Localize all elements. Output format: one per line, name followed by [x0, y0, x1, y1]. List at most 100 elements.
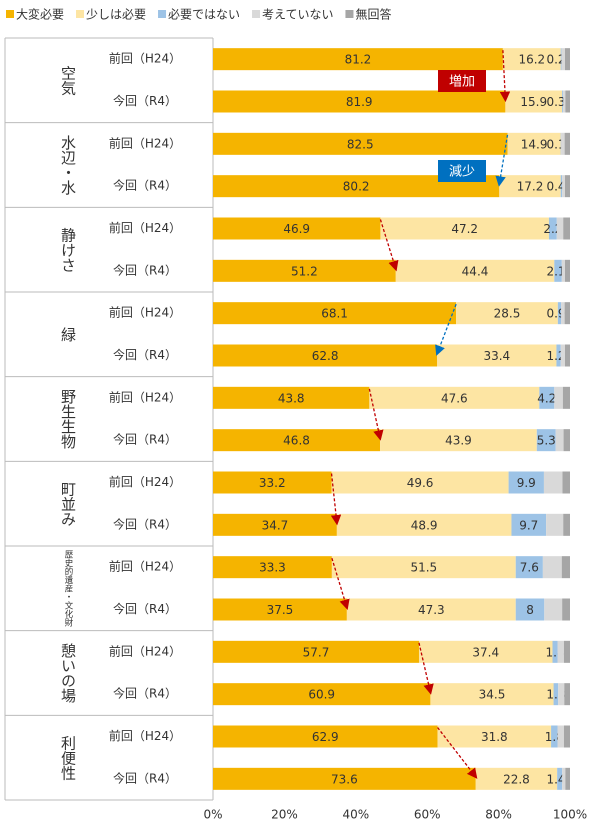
legend-swatch	[252, 10, 261, 18]
x-tick-label: 20%	[271, 808, 298, 822]
bar-segment	[213, 90, 506, 113]
bar-segment	[561, 132, 565, 155]
legend-swatch	[158, 10, 167, 18]
bar-segment	[508, 471, 544, 494]
data-label: 73.6	[331, 772, 358, 786]
bar-segment	[456, 302, 558, 325]
data-label: 57.7	[303, 645, 330, 659]
y-tick-label: 前回（H24）	[109, 643, 181, 658]
group-label: 憩いの場	[59, 643, 77, 703]
legend-swatch	[6, 10, 14, 18]
data-label: 44.4	[462, 264, 489, 278]
data-label: 33.2	[259, 476, 286, 490]
data-label: 62.9	[312, 730, 339, 744]
data-label: 48.9	[411, 518, 438, 532]
bar-segment	[562, 767, 566, 790]
data-label: 37.4	[472, 645, 499, 659]
data-label: 9.7	[519, 518, 538, 532]
bar-segment	[561, 556, 570, 579]
bar-segment	[331, 556, 516, 579]
bar-segment	[213, 132, 508, 155]
data-label: 81.9	[346, 95, 373, 109]
annotation-box	[438, 70, 486, 92]
data-label: 0.9	[546, 307, 565, 321]
data-label: 47.6	[441, 391, 468, 405]
bar-segment	[560, 48, 562, 71]
data-label: 82.5	[347, 137, 374, 151]
y-tick-label: 今回（R4）	[113, 178, 177, 193]
data-label: 34.5	[479, 688, 506, 702]
change-arrow	[418, 642, 434, 695]
data-label: 62.8	[312, 349, 339, 363]
bar-segment	[563, 513, 570, 536]
group-label: 野生生物	[59, 389, 77, 450]
data-label: 37.5	[267, 603, 294, 617]
change-arrow	[499, 50, 511, 103]
bar-segment	[556, 217, 564, 240]
bar-segment	[563, 90, 566, 113]
bar-segment	[552, 640, 558, 663]
y-tick-label: 前回（H24）	[109, 559, 181, 574]
bar-segment	[213, 683, 431, 706]
bar-segment	[213, 598, 347, 621]
data-label: 5.3	[537, 434, 556, 448]
bar-segment	[563, 640, 570, 663]
bar-segment	[213, 640, 419, 663]
bar-segment	[544, 598, 563, 621]
data-label: 2.1	[546, 264, 565, 278]
data-label: 0.2	[546, 53, 565, 67]
data-label: 80.2	[343, 180, 370, 194]
y-tick-label: 前回（H24）	[109, 728, 181, 743]
group-label: 空気	[59, 65, 77, 96]
bar-segment	[563, 429, 570, 452]
bar-segment	[563, 725, 570, 748]
bar-segment	[213, 767, 476, 790]
change-arrow	[330, 473, 342, 526]
y-tick-label: 今回（R4）	[113, 686, 177, 701]
bar-segment	[563, 217, 570, 240]
bar-segment	[213, 48, 503, 71]
x-tick-label: 60%	[414, 808, 441, 822]
bar-segment	[380, 217, 549, 240]
data-label: 7.6	[520, 561, 539, 575]
group-label: 歴史的遺産・文化財	[63, 550, 73, 627]
data-label: 16.2	[518, 53, 545, 67]
change-arrow	[495, 134, 509, 187]
bar-segment	[553, 683, 559, 706]
bar-segment	[560, 344, 566, 367]
bar-segment	[213, 175, 500, 198]
bar-segment	[565, 48, 570, 71]
y-tick-label: 前回（H24）	[109, 135, 181, 150]
bar-segment	[336, 513, 512, 536]
bar-segment	[565, 175, 570, 198]
data-label: 47.3	[418, 603, 445, 617]
bar-segment	[543, 471, 563, 494]
bar-segment	[562, 90, 564, 113]
y-tick-label: 今回（R4）	[113, 770, 177, 785]
legend-label: 大変必要	[16, 7, 64, 22]
group-label: 緑	[59, 327, 77, 342]
legend-swatch	[76, 10, 85, 18]
data-label: 0.3	[546, 95, 565, 109]
data-label: 31.8	[481, 730, 508, 744]
bar-segment	[565, 767, 570, 790]
bar-segment	[560, 175, 563, 198]
data-label: 60.9	[308, 688, 335, 702]
bar-segment	[331, 471, 509, 494]
bar-segment	[369, 386, 540, 409]
bar-segment	[557, 302, 562, 325]
bar-segment	[557, 640, 564, 663]
bar-segment	[380, 429, 537, 452]
y-tick-label: 前回（H24）	[109, 51, 181, 66]
bar-segment	[542, 556, 562, 579]
bar-segment	[565, 90, 570, 113]
y-tick-label: 今回（R4）	[113, 601, 177, 616]
bar-segment	[437, 725, 552, 748]
bar-segment	[430, 683, 554, 706]
legend-label: 考えていない	[262, 8, 333, 22]
data-label: 51.2	[291, 264, 318, 278]
data-label: 43.8	[278, 391, 305, 405]
y-tick-label: 前回（H24）	[109, 305, 181, 320]
x-tick-label: 0%	[203, 808, 222, 822]
